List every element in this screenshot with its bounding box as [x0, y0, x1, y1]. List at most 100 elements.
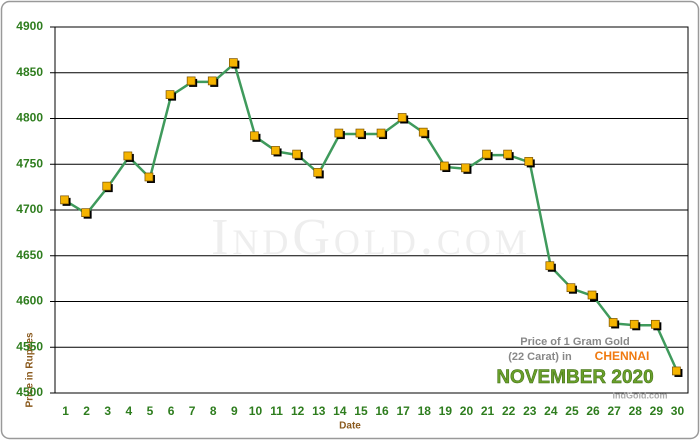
- x-tick-label: 28: [629, 404, 643, 418]
- marker-face: [355, 128, 365, 138]
- marker: [608, 318, 620, 329]
- x-tick-label: 7: [189, 404, 196, 418]
- x-tick-label: 10: [249, 404, 263, 418]
- x-tick-label: 27: [607, 404, 621, 418]
- y-tick-label: 4500: [16, 385, 43, 399]
- x-tick-label: 11: [270, 404, 283, 418]
- annotation: Price of 1 Gram Gold (22 Carat) in CHENN…: [496, 336, 667, 400]
- marker: [440, 161, 451, 172]
- marker: [650, 319, 662, 331]
- marker-face: [207, 76, 217, 86]
- y-tick-label: 4600: [16, 294, 43, 308]
- marker-face: [629, 319, 639, 329]
- x-tick-label: 29: [650, 404, 664, 418]
- marker: [207, 76, 219, 87]
- marker: [355, 128, 366, 140]
- x-tick-label: 30: [671, 404, 685, 418]
- marker: [461, 163, 472, 174]
- watermark: IndGold.com: [211, 209, 531, 266]
- marker: [503, 149, 514, 161]
- marker-face: [587, 290, 597, 300]
- x-tick-label: 24: [544, 404, 558, 418]
- marker: [165, 90, 177, 101]
- annotation-site: IndGold.com: [613, 390, 668, 400]
- marker: [186, 76, 198, 87]
- y-tick-label: 4800: [16, 111, 43, 125]
- y-tick-label: 4550: [16, 339, 43, 353]
- marker: [229, 58, 240, 69]
- x-tick-label: 1: [62, 404, 69, 418]
- marker-face: [60, 195, 69, 205]
- marker-face: [165, 90, 175, 99]
- plot: [60, 58, 683, 377]
- marker-face: [524, 157, 534, 166]
- marker: [418, 127, 430, 139]
- y-tick-label: 4900: [16, 19, 43, 33]
- marker-face: [461, 163, 470, 173]
- annotation-line: Price of 1 Gram Gold: [520, 336, 629, 348]
- x-tick-label: 16: [375, 404, 389, 418]
- marker: [271, 146, 282, 157]
- marker-face: [376, 128, 386, 138]
- marker-face: [186, 76, 196, 86]
- marker-face: [482, 149, 491, 159]
- x-tick-label: 26: [586, 404, 600, 418]
- marker: [672, 366, 683, 377]
- marker-face: [292, 149, 301, 159]
- x-tick-label: 18: [418, 404, 432, 418]
- marker: [587, 290, 599, 302]
- marker-face: [102, 181, 112, 191]
- marker-face: [440, 161, 449, 171]
- marker-face: [608, 318, 618, 327]
- plot-border: [54, 26, 689, 394]
- y-tick-label: 4650: [16, 248, 43, 262]
- marker-face: [229, 58, 238, 67]
- marker: [524, 157, 535, 168]
- marker-face: [271, 146, 280, 155]
- marker-face: [123, 151, 133, 161]
- x-tick-label: 3: [104, 404, 111, 418]
- marker-face: [81, 208, 91, 218]
- marker-face: [545, 261, 555, 271]
- marker-face: [144, 172, 154, 182]
- marker: [334, 128, 345, 140]
- marker: [292, 149, 303, 161]
- x-tick-label: 4: [126, 404, 133, 418]
- annotation-line: (22 Carat) in: [508, 351, 572, 363]
- y-tick-label: 4700: [16, 202, 43, 216]
- marker-face: [397, 113, 407, 122]
- marker: [123, 151, 134, 162]
- x-tick-label: 12: [291, 404, 305, 418]
- x-tick-label: 9: [231, 404, 238, 418]
- marker: [376, 128, 388, 140]
- marker-face: [503, 149, 512, 159]
- y-tick-label: 4750: [16, 156, 43, 170]
- x-tick-label: 20: [460, 404, 474, 418]
- x-tick-label: 8: [210, 404, 217, 418]
- marker: [313, 168, 324, 179]
- x-tick-label: 17: [396, 404, 410, 418]
- marker: [566, 283, 577, 294]
- x-tick-label: 25: [565, 404, 579, 418]
- marker-face: [313, 168, 323, 177]
- marker: [629, 319, 641, 331]
- marker: [482, 149, 493, 161]
- marker-face: [334, 128, 344, 138]
- marker: [397, 113, 409, 124]
- marker: [144, 172, 155, 183]
- x-tick-label: 5: [147, 404, 154, 418]
- marker: [102, 181, 113, 193]
- marker-face: [650, 319, 660, 329]
- x-tick-label: 14: [333, 404, 347, 418]
- annotation-month: NOVEMBER 2020: [496, 367, 653, 388]
- marker: [60, 195, 71, 206]
- x-tick-label: 2: [83, 404, 90, 418]
- marker: [545, 261, 556, 272]
- marker: [250, 131, 261, 142]
- marker-face: [250, 131, 259, 141]
- y-tick-label: 4850: [16, 65, 43, 79]
- marker: [81, 208, 92, 219]
- x-tick-label: 19: [439, 404, 453, 418]
